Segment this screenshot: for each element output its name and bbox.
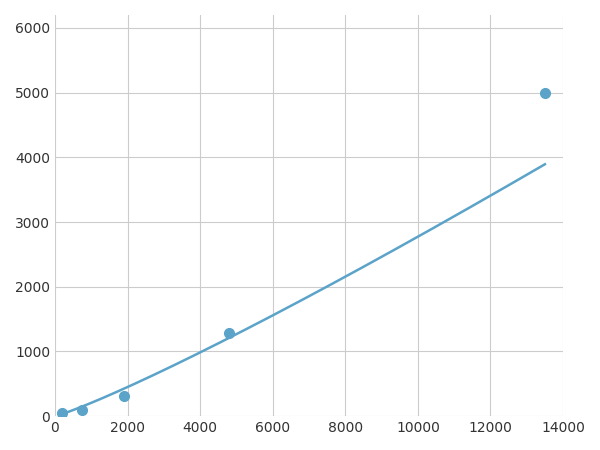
Point	[224, 330, 234, 337]
Point	[58, 410, 67, 417]
Point	[119, 392, 129, 400]
Point	[540, 89, 550, 96]
Point	[77, 406, 87, 413]
